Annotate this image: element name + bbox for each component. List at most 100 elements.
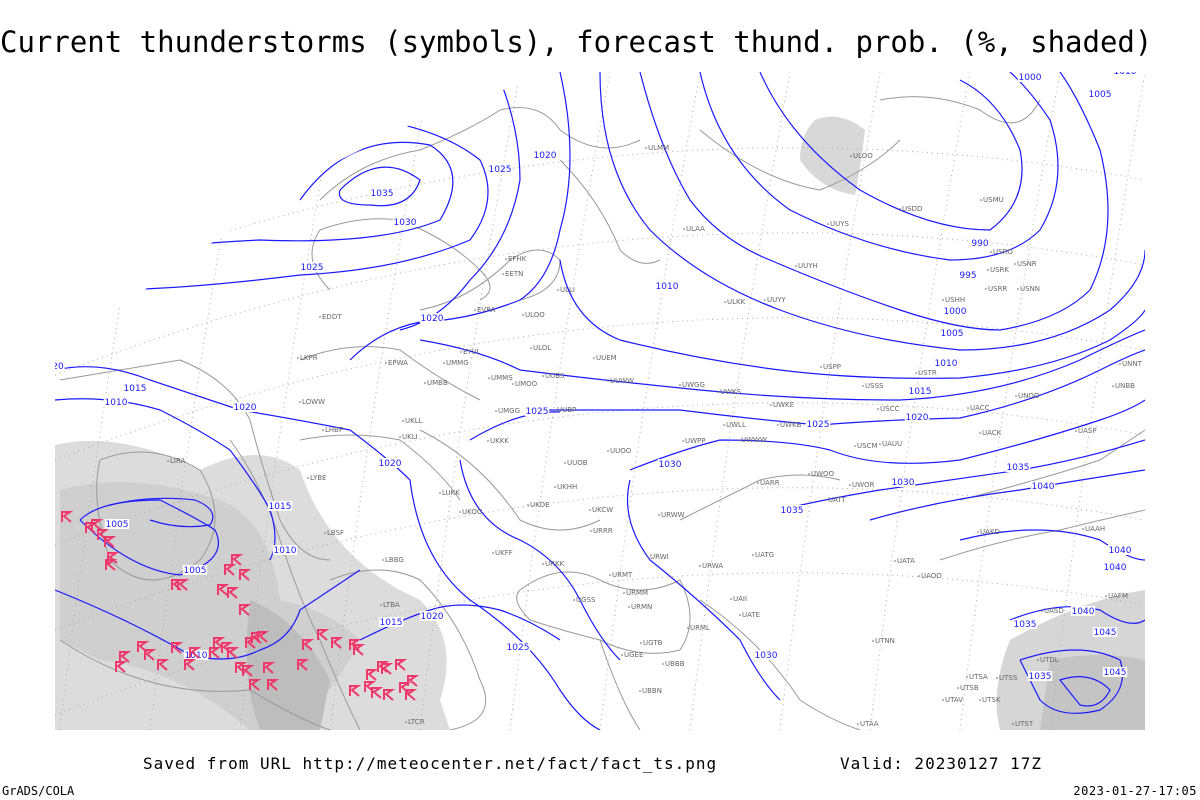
station-label: URMN <box>631 603 652 611</box>
station-dot <box>662 663 664 665</box>
station-label: UAKD <box>980 528 1000 536</box>
station-label: USMU <box>983 196 1004 204</box>
isobar-label: 1025 <box>301 263 324 273</box>
isobar-label: 1040 <box>1072 607 1095 617</box>
isobar-label-bg <box>524 406 550 416</box>
station-dot <box>385 362 387 364</box>
coastline <box>329 569 487 730</box>
isobar-line <box>779 439 1145 511</box>
map-title: Current thunderstorms (symbols), forecas… <box>0 25 1153 59</box>
isobar-label-bg <box>890 477 916 487</box>
coastline <box>419 249 561 311</box>
isobar-line <box>109 497 214 528</box>
isobar-label-bg <box>805 419 831 429</box>
isobar-line <box>99 114 489 291</box>
station-label: UUOO <box>610 447 632 455</box>
software-credit: GrADS/COLA <box>2 784 75 798</box>
thunderstorm-flag-icon <box>184 659 197 671</box>
isobar-label-bg <box>1027 671 1053 681</box>
station-dot <box>405 721 407 723</box>
isobar-label-bg <box>939 328 965 338</box>
station-label: UUYY <box>767 296 787 304</box>
isobar-line <box>349 72 571 361</box>
station-dot <box>699 565 701 567</box>
station-label: UUBP <box>557 406 576 414</box>
station-label: URKK <box>545 560 565 568</box>
isobar-label-bg <box>419 313 445 323</box>
station-label: UKFF <box>495 549 513 557</box>
station-dot <box>738 439 740 441</box>
isobar-label: 995 <box>959 271 976 281</box>
station-dot <box>757 482 759 484</box>
station-dot <box>996 677 998 679</box>
station-dot <box>957 687 959 689</box>
thunderstorm-flag-icon <box>317 629 330 641</box>
station-dot <box>987 269 989 271</box>
station-label: UAAH <box>1085 525 1105 533</box>
station-label: UTST <box>1015 720 1034 728</box>
station-label: USCC <box>880 405 899 413</box>
thunderstorm-flag-icon <box>383 689 396 701</box>
isobar-label: 1040 <box>1109 546 1132 556</box>
station-label: UASP <box>1078 427 1097 435</box>
parallel <box>55 317 1145 461</box>
station-dot <box>399 436 401 438</box>
station-dot <box>658 514 660 516</box>
isobar-label-bg <box>907 386 933 396</box>
thunderstorm-flag-icon <box>227 587 240 599</box>
isobar-label: 1025 <box>489 165 512 175</box>
isobar-label-bg <box>532 150 558 160</box>
thunderstorm-flag-icon <box>144 649 157 661</box>
isobar-line <box>959 529 1145 561</box>
station-label: ULLI <box>560 286 575 294</box>
thunderstorm-flag-icon <box>209 647 222 659</box>
isobar-line <box>639 72 1109 331</box>
station-dot <box>324 532 326 534</box>
station-label: USNN <box>1020 285 1040 293</box>
station-dot <box>1041 610 1043 612</box>
isobar-line <box>559 259 1145 379</box>
station-dot <box>879 443 881 445</box>
station-label: UATT <box>828 496 847 504</box>
isobar-label-bg <box>103 397 129 407</box>
thunderstorm-flag-icon <box>217 584 230 596</box>
parallel <box>55 147 1145 291</box>
coastline <box>516 571 691 654</box>
isobar-line <box>55 569 361 660</box>
station-label: ULMM <box>648 144 669 152</box>
isobar-label: 1035 <box>1007 463 1030 473</box>
isobar-label-bg <box>1070 606 1096 616</box>
station-label: UWGG <box>682 381 705 389</box>
station-label: UACK <box>982 429 1002 437</box>
station-label: UMMG <box>446 359 469 367</box>
thunderstorm-flag-icon <box>257 631 270 643</box>
station-label: UUOB <box>567 459 588 467</box>
station-label: UAII <box>733 595 747 603</box>
station-label: UWKS <box>720 388 742 396</box>
isobar-label-bg <box>1107 545 1133 555</box>
isobar-label: 1025 <box>807 420 830 430</box>
station-dot <box>439 492 441 494</box>
station-label: UKKK <box>490 437 509 445</box>
station-label: UWKB <box>780 421 802 429</box>
station-dot <box>297 357 299 359</box>
station-dot <box>808 473 810 475</box>
station-dot <box>877 408 879 410</box>
station-label: UWLL <box>726 421 746 429</box>
thunderstorm-flag-icon <box>231 554 244 566</box>
isobar-line <box>1009 606 1145 624</box>
station-label: USPP <box>823 363 841 371</box>
isobar-label: 1020 <box>234 403 257 413</box>
thunderstorm-flag-icon <box>353 644 366 656</box>
isobar-label: 1015 <box>909 387 932 397</box>
station-label: UUYH <box>798 262 818 270</box>
station-label: UUWW <box>610 377 634 385</box>
station-dot <box>777 424 779 426</box>
isobar-label-bg <box>779 505 805 515</box>
station-dot <box>554 409 556 411</box>
station-dot <box>459 511 461 513</box>
isobar-label-bg <box>1087 89 1113 99</box>
coastline <box>679 474 841 521</box>
isobar-label-bg <box>958 270 978 280</box>
station-label: UTSB <box>960 684 979 692</box>
